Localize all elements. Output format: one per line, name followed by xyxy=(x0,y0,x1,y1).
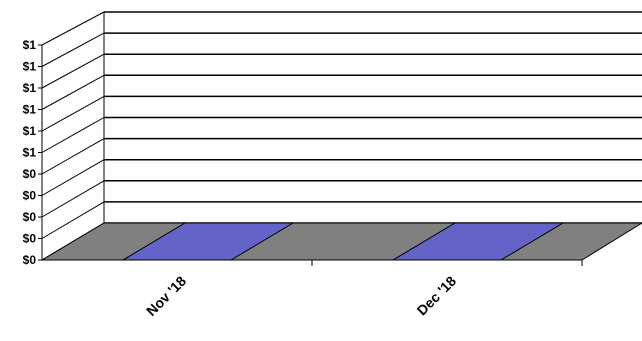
side-gridline xyxy=(41,159,105,196)
x-tick-labels: Nov '18 Dec '18 xyxy=(143,273,459,319)
y-tick-label: $1 xyxy=(23,60,37,74)
y-tick-label: $1 xyxy=(23,38,37,52)
y-tick-label: $0 xyxy=(23,253,37,267)
side-gridline xyxy=(41,53,105,89)
side-gridline xyxy=(41,11,105,46)
y-tick-labels: $0 $0 $0 $0 $0 $1 $1 $1 $1 $1 $1 xyxy=(23,38,37,267)
y-tick-label: $1 xyxy=(23,103,37,117)
side-gridline xyxy=(41,74,105,110)
y-tick-label: $1 xyxy=(23,146,37,160)
axes xyxy=(38,44,583,266)
side-gridline xyxy=(41,117,105,153)
y-tick-label: $1 xyxy=(23,81,37,95)
side-gridline xyxy=(41,180,105,218)
x-tick-label: Nov '18 xyxy=(143,273,189,319)
side-gridline xyxy=(41,201,105,239)
side-gridline xyxy=(41,138,105,175)
x-tick-label: Dec '18 xyxy=(414,273,460,319)
y-tick-label: $0 xyxy=(23,189,37,203)
gridlines xyxy=(41,11,642,261)
y-tick-label: $1 xyxy=(23,124,37,138)
y-tick-label: $0 xyxy=(23,167,37,181)
y-tick-label: $0 xyxy=(23,232,37,246)
side-gridline xyxy=(41,95,105,132)
y-tick-label: $0 xyxy=(23,210,37,224)
side-gridline xyxy=(41,32,105,67)
